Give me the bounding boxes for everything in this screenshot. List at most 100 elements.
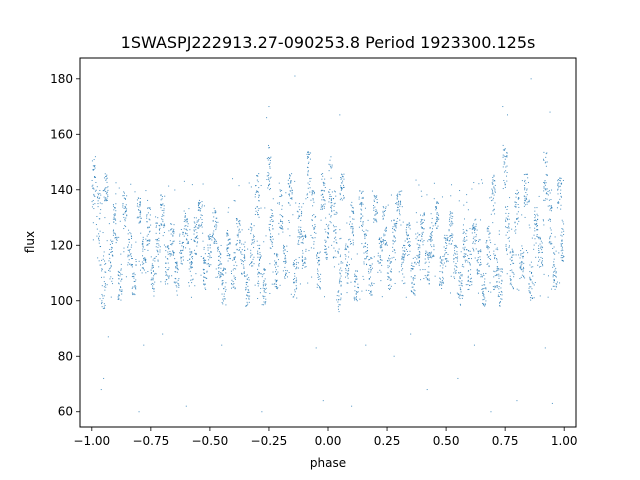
data-point <box>118 294 120 296</box>
data-point <box>330 195 332 197</box>
data-point <box>163 208 165 210</box>
data-point <box>130 255 132 257</box>
data-point <box>268 180 270 182</box>
data-point <box>320 273 322 275</box>
data-point <box>174 271 176 273</box>
data-point <box>491 189 493 191</box>
data-point <box>251 265 252 267</box>
data-point <box>331 191 333 193</box>
data-point <box>248 291 250 293</box>
data-point <box>110 246 112 248</box>
data-point <box>109 278 111 280</box>
data-point <box>233 259 235 261</box>
data-point <box>479 256 481 258</box>
data-point <box>417 261 419 263</box>
data-point <box>271 225 273 227</box>
data-point <box>408 254 410 256</box>
data-point <box>263 288 265 290</box>
data-point <box>363 245 365 247</box>
data-point <box>379 255 381 257</box>
data-point <box>472 241 474 243</box>
data-point <box>94 167 96 169</box>
data-point <box>221 302 223 304</box>
data-point <box>304 266 306 268</box>
data-point <box>515 204 517 206</box>
data-point <box>163 224 165 226</box>
data-point <box>150 256 152 258</box>
data-point <box>407 242 409 244</box>
data-point <box>375 219 377 221</box>
data-point <box>188 208 190 210</box>
data-point <box>178 283 180 285</box>
data-point <box>96 186 98 188</box>
data-point <box>167 258 169 260</box>
data-point <box>281 208 283 210</box>
data-point <box>385 228 387 230</box>
data-point <box>531 288 533 290</box>
data-point <box>536 222 538 224</box>
data-point <box>239 239 241 241</box>
data-point <box>427 279 429 281</box>
data-point <box>139 197 141 199</box>
data-point <box>147 212 149 214</box>
data-point <box>243 275 245 277</box>
data-point <box>156 240 158 242</box>
data-point <box>461 285 463 287</box>
data-point <box>280 220 282 222</box>
data-point <box>219 261 221 263</box>
data-point <box>142 246 144 248</box>
data-point <box>365 246 367 248</box>
data-point <box>218 267 220 269</box>
data-point <box>258 265 260 267</box>
data-point <box>456 292 458 294</box>
data-point <box>191 279 193 281</box>
data-point <box>215 223 217 225</box>
data-point <box>283 261 285 263</box>
data-point <box>384 210 385 212</box>
data-point <box>175 262 177 264</box>
data-point <box>300 233 302 235</box>
data-point <box>295 277 297 279</box>
data-point <box>350 204 352 206</box>
data-point <box>190 238 192 240</box>
data-point <box>233 258 235 260</box>
data-point <box>559 180 561 182</box>
data-point <box>195 226 197 228</box>
data-point <box>389 255 390 257</box>
data-point <box>258 216 260 218</box>
data-point <box>299 233 301 235</box>
data-point <box>450 212 452 214</box>
data-point <box>240 251 242 253</box>
data-point <box>375 213 377 215</box>
data-point <box>334 202 336 204</box>
data-point <box>244 255 246 257</box>
data-point <box>451 217 453 219</box>
data-point <box>502 154 504 156</box>
data-point <box>233 252 235 254</box>
data-point <box>225 289 227 291</box>
data-point <box>393 236 395 238</box>
data-point <box>348 251 350 253</box>
data-point <box>552 248 554 249</box>
x-tick-label: −0.75 <box>132 434 169 448</box>
data-point <box>446 234 448 236</box>
data-point <box>525 196 527 198</box>
data-point <box>322 175 324 177</box>
data-point <box>502 149 504 151</box>
data-point <box>505 170 507 172</box>
data-point <box>507 219 509 221</box>
data-point <box>159 225 161 227</box>
data-point <box>431 257 433 259</box>
data-point <box>468 262 470 264</box>
data-point <box>335 229 337 231</box>
data-point <box>191 184 193 186</box>
data-point <box>422 215 424 217</box>
data-point <box>494 271 496 273</box>
data-point <box>545 182 547 184</box>
data-point <box>253 225 255 227</box>
data-point <box>202 240 204 242</box>
data-point <box>485 288 487 290</box>
data-point <box>269 238 271 240</box>
data-point <box>360 213 362 215</box>
data-point <box>236 249 238 251</box>
